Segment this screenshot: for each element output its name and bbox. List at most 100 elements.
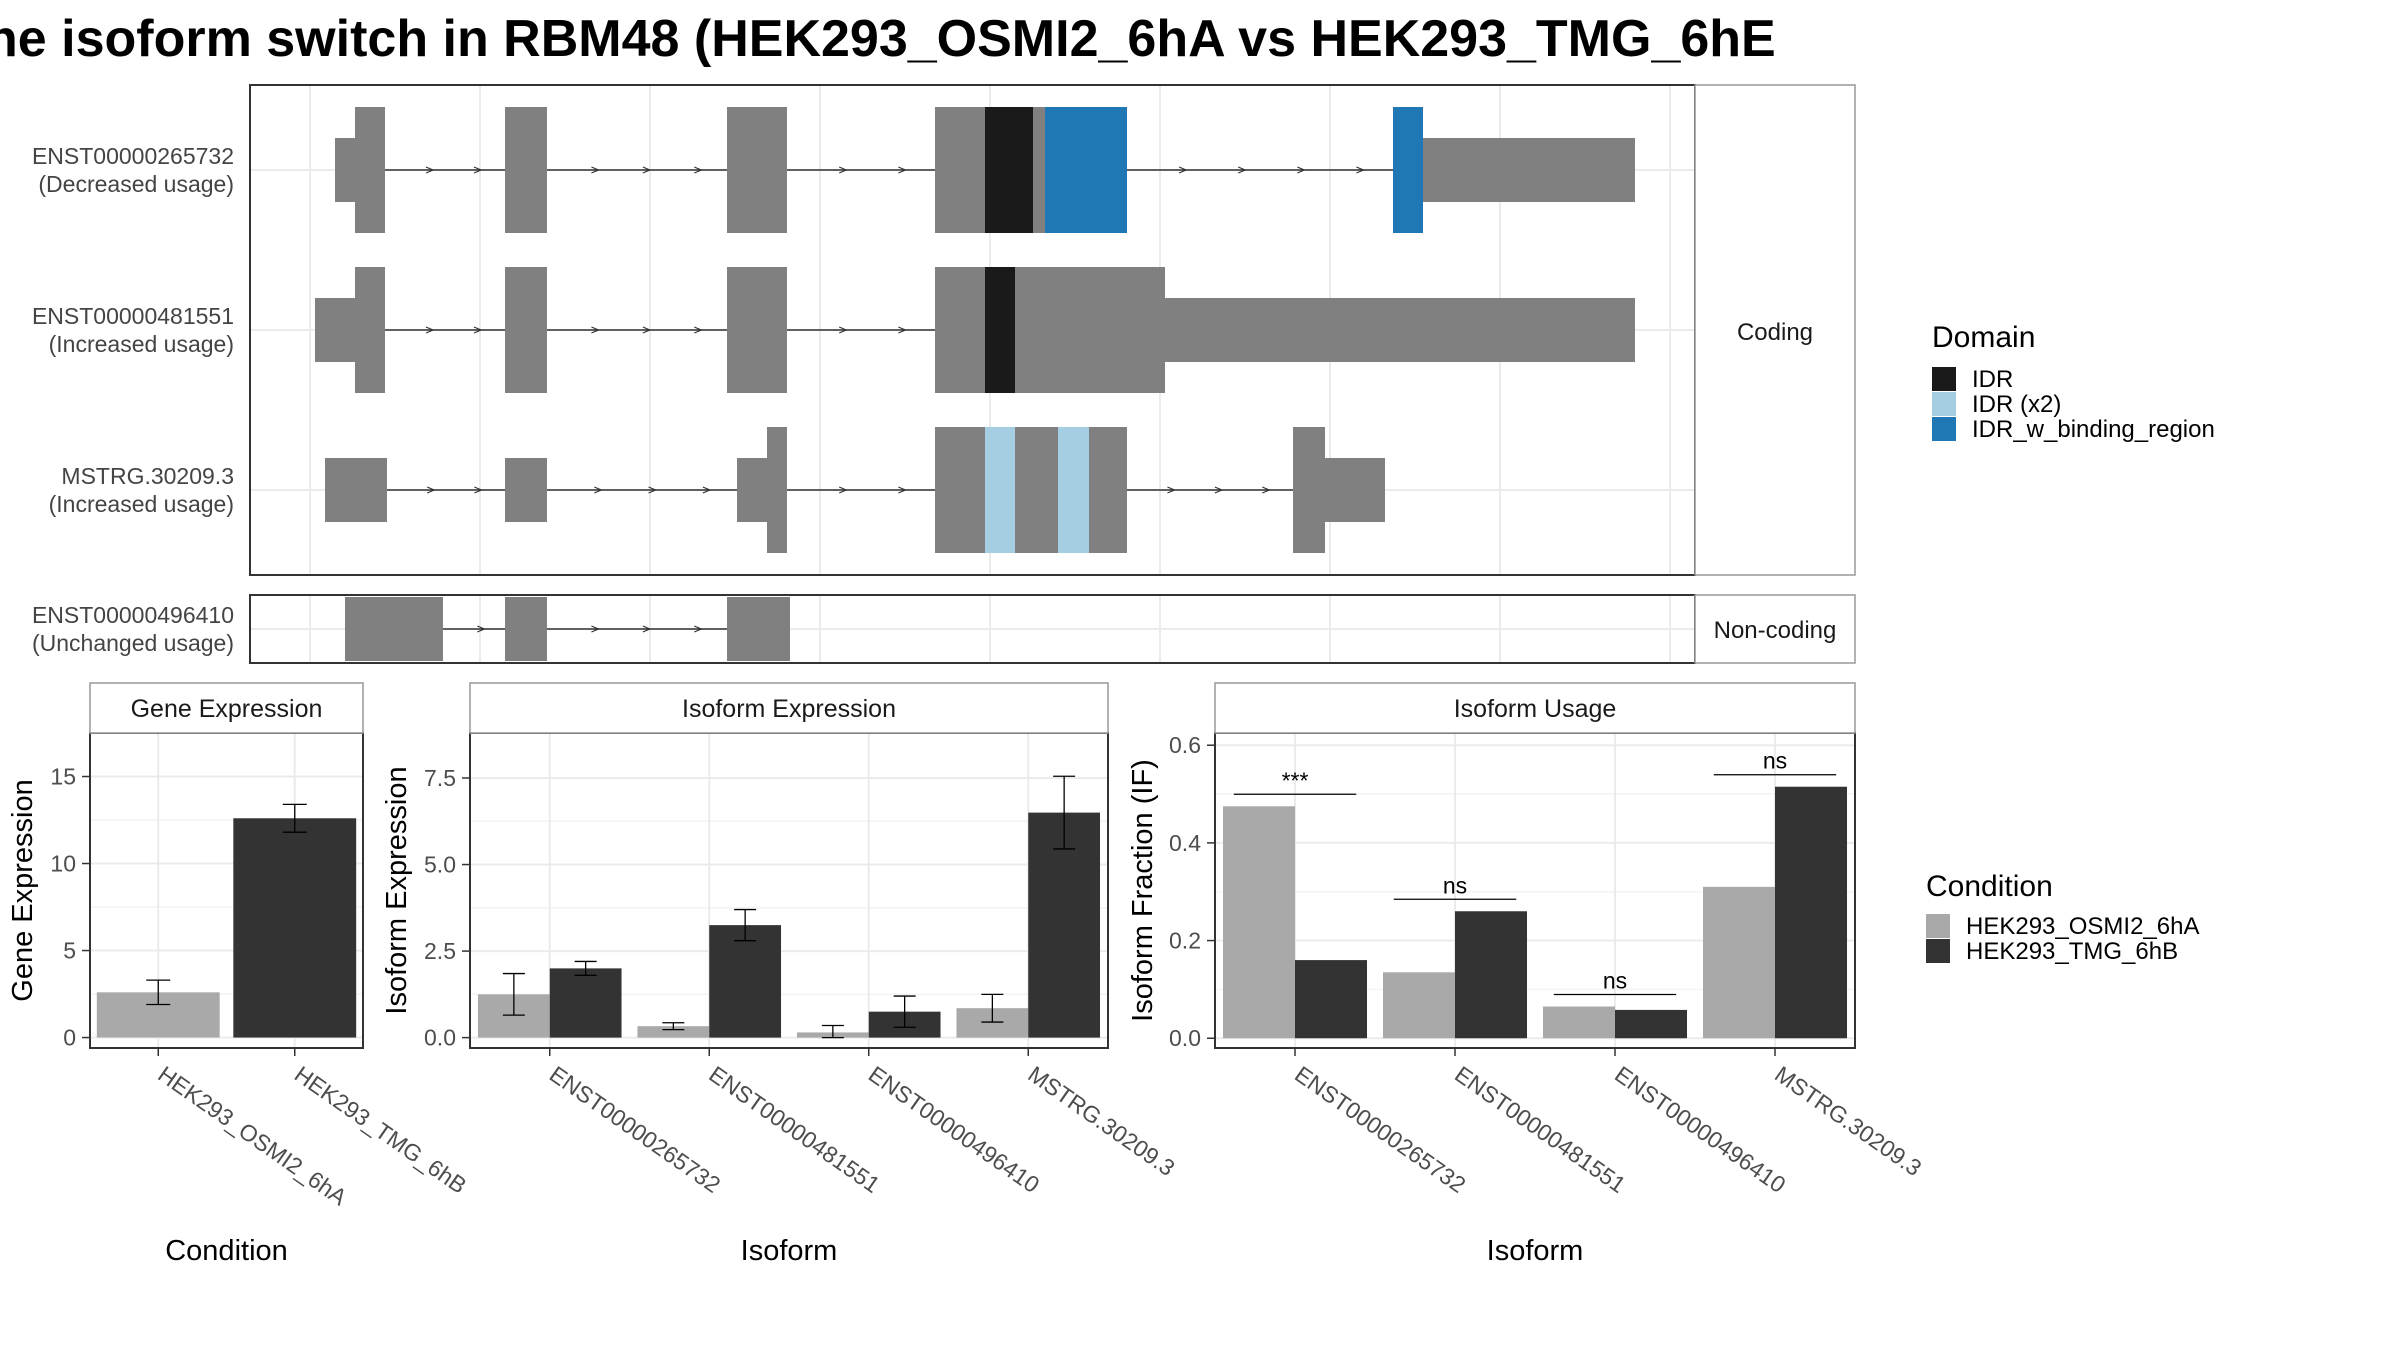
exon [355, 267, 385, 393]
x-tick-label: ENST00000496410 [864, 1061, 1044, 1198]
intron-arrow [898, 166, 907, 174]
facet-strip [469, 682, 1109, 734]
exon [345, 597, 443, 661]
chart-title: Isoform Expression [682, 695, 896, 723]
significance-label: ns [1443, 872, 1467, 898]
y-axis-label: Isoform Expression [381, 766, 413, 1014]
y-axis-label: Gene Expression [7, 779, 39, 1001]
intron-arrow [425, 326, 435, 334]
bar [1775, 786, 1847, 1039]
condition-legend-key [1926, 939, 1950, 963]
intron-arrow [594, 486, 603, 494]
exon [935, 267, 985, 393]
bar [233, 818, 357, 1038]
intron-arrow [642, 625, 652, 633]
exon [325, 458, 387, 522]
bar [1543, 1006, 1615, 1039]
x-tick-label: ENST00000496410 [1610, 1061, 1790, 1198]
exon [727, 267, 787, 393]
y-tick-label: 10 [50, 851, 76, 877]
exon [727, 107, 787, 233]
condition-legend-key [1926, 914, 1950, 938]
exon [767, 427, 787, 553]
exon [1089, 427, 1127, 553]
significance-label: ns [1763, 748, 1787, 774]
exon [1033, 107, 1045, 233]
intron-arrow [838, 326, 848, 334]
x-axis-label: Condition [165, 1235, 288, 1267]
exon [505, 458, 547, 522]
domain-block [985, 267, 1015, 393]
domain-legend-label: IDR (x2) [1972, 391, 2061, 418]
y-tick-label: 0.0 [424, 1025, 456, 1051]
y-tick-label: 0.2 [1169, 928, 1201, 954]
bar [1615, 1009, 1687, 1039]
intron-arrow [1356, 166, 1365, 174]
intron-arrow [591, 166, 600, 174]
bar [709, 925, 782, 1038]
transcript-usage: (Increased usage) [49, 491, 234, 517]
exon [1325, 458, 1385, 522]
transcript-label: ENST00000496410(Unchanged usage) [32, 602, 234, 656]
significance-label: ns [1603, 967, 1627, 993]
condition-legend-label: HEK293_TMG_6hB [1966, 938, 2178, 965]
y-tick-label: 5 [63, 938, 76, 964]
transcript-id: ENST00000496410 [32, 602, 234, 628]
chart-title: Isoform Usage [1454, 695, 1617, 723]
domain-legend-key [1932, 417, 1956, 441]
transcript-label: ENST00000265732(Decreased usage) [32, 143, 234, 197]
domain-legend-label: IDR [1972, 366, 2013, 393]
transcript-MSTRG.30209.3 [325, 427, 1385, 553]
transcript-id: ENST00000481551 [32, 303, 234, 329]
intron-arrow [898, 326, 907, 334]
exon [505, 597, 547, 661]
exon [505, 267, 547, 393]
transcript-id: ENST00000265732 [32, 143, 234, 169]
intron-arrow [648, 486, 658, 494]
exon [355, 107, 385, 233]
domain-block [1045, 107, 1127, 233]
exon [935, 427, 985, 553]
bar [1223, 806, 1295, 1039]
x-axis-label: Isoform [741, 1235, 838, 1267]
intron-arrow [642, 326, 652, 334]
domain-legend-key [1932, 392, 1956, 416]
bar [637, 1026, 710, 1038]
transcript-ENST00000481551 [315, 267, 1635, 393]
transcript-ENST00000265732 [335, 107, 1635, 233]
facet-label-coding: Coding [1737, 319, 1813, 346]
intron-arrow [694, 166, 703, 174]
intron-arrow [473, 166, 483, 174]
intron-arrow [702, 486, 712, 494]
intron-arrow [474, 486, 483, 494]
bar [1383, 972, 1455, 1039]
x-tick-label: ENST00000481551 [704, 1061, 884, 1198]
intron-arrow [425, 166, 435, 174]
intron-arrow [1214, 486, 1224, 494]
intron-arrow [1297, 166, 1306, 174]
domain-block [1058, 427, 1089, 553]
intron-arrow [591, 326, 600, 334]
y-tick-label: 5.0 [424, 852, 456, 878]
transcript-id: MSTRG.30209.3 [61, 463, 234, 489]
condition-legend-label: HEK293_OSMI2_6hA [1966, 913, 2199, 940]
intron-arrow [1237, 166, 1247, 174]
y-tick-label: 0.6 [1169, 732, 1201, 758]
intron-arrow [838, 166, 848, 174]
y-tick-label: 15 [50, 764, 76, 790]
intron-arrow [642, 166, 652, 174]
intron-arrow [1178, 166, 1188, 174]
transcript-structure-panel: ENST00000265732(Decreased usage)ENST0000… [32, 84, 1856, 664]
domain-legend-key [1932, 367, 1956, 391]
y-tick-label: 7.5 [424, 765, 456, 791]
x-axis-label: Isoform [1487, 1235, 1584, 1267]
intron-arrow [1262, 486, 1271, 494]
significance-label: *** [1282, 767, 1309, 793]
exon [1165, 298, 1635, 362]
facet-strip-noncoding [1694, 594, 1856, 664]
y-tick-label: 0 [63, 1025, 76, 1051]
domain-block [985, 427, 1015, 553]
bar [1028, 812, 1101, 1038]
